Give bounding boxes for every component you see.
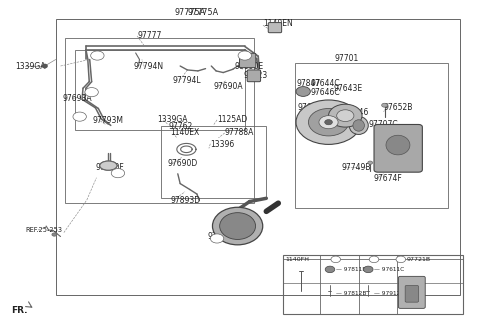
- Text: 97793M: 97793M: [93, 116, 123, 125]
- Circle shape: [396, 256, 406, 263]
- Circle shape: [52, 233, 57, 236]
- Text: B: B: [95, 53, 100, 58]
- Circle shape: [325, 266, 335, 273]
- Text: b: b: [372, 257, 376, 262]
- Text: FR.: FR.: [11, 306, 28, 315]
- Text: 1339GA: 1339GA: [157, 115, 187, 124]
- Text: REF.25-253: REF.25-253: [25, 227, 62, 233]
- Text: 97693A: 97693A: [63, 94, 93, 103]
- Circle shape: [363, 266, 373, 273]
- FancyBboxPatch shape: [240, 53, 256, 68]
- FancyBboxPatch shape: [405, 285, 419, 302]
- Ellipse shape: [220, 213, 255, 239]
- Text: 97646C: 97646C: [311, 88, 340, 97]
- Text: 97847: 97847: [297, 79, 321, 89]
- Circle shape: [210, 234, 224, 243]
- Text: A: A: [77, 114, 82, 119]
- Text: 1140EN: 1140EN: [263, 19, 293, 28]
- Text: 97777: 97777: [137, 31, 161, 40]
- Text: 97701: 97701: [335, 54, 359, 63]
- Bar: [56, 19, 460, 295]
- FancyBboxPatch shape: [268, 23, 282, 33]
- Text: 97690A: 97690A: [214, 82, 243, 91]
- Circle shape: [111, 169, 125, 178]
- Text: 97893D: 97893D: [170, 196, 201, 205]
- FancyBboxPatch shape: [374, 125, 422, 172]
- Text: 97707C: 97707C: [368, 120, 398, 129]
- Text: 97788A: 97788A: [225, 129, 254, 137]
- Text: 97646: 97646: [344, 108, 369, 117]
- Text: 97690E: 97690E: [234, 62, 264, 71]
- Text: 97794N: 97794N: [134, 62, 164, 71]
- Circle shape: [331, 256, 340, 263]
- Text: 97643E: 97643E: [333, 84, 362, 93]
- Text: 97762: 97762: [168, 122, 192, 131]
- Text: 97775A: 97775A: [187, 8, 218, 17]
- Text: B: B: [242, 53, 247, 58]
- Text: A: A: [215, 236, 219, 241]
- Text: 1140EX: 1140EX: [170, 129, 200, 137]
- Circle shape: [328, 104, 362, 127]
- Circle shape: [296, 100, 361, 144]
- Bar: [161, 126, 266, 198]
- Circle shape: [73, 112, 86, 121]
- Ellipse shape: [349, 116, 368, 134]
- Circle shape: [85, 88, 98, 97]
- Circle shape: [336, 110, 354, 122]
- Text: 13396: 13396: [210, 140, 235, 149]
- Circle shape: [382, 103, 387, 107]
- FancyBboxPatch shape: [398, 277, 425, 308]
- Circle shape: [42, 64, 47, 68]
- Text: c: c: [399, 257, 402, 262]
- Text: 97623: 97623: [244, 71, 268, 80]
- Circle shape: [369, 256, 379, 263]
- Ellipse shape: [100, 161, 117, 170]
- Text: 97644C: 97644C: [311, 79, 340, 89]
- Bar: [295, 63, 448, 208]
- Text: 97690D: 97690D: [167, 159, 197, 169]
- Bar: [75, 50, 245, 130]
- Text: 97721B: 97721B: [407, 257, 431, 262]
- Text: 97775A: 97775A: [174, 8, 205, 17]
- Text: — 97611C: — 97611C: [374, 267, 404, 272]
- Circle shape: [296, 87, 311, 96]
- Circle shape: [368, 161, 372, 164]
- Circle shape: [91, 51, 104, 60]
- Ellipse shape: [386, 135, 410, 155]
- Text: A: A: [89, 90, 94, 95]
- Text: 97711D: 97711D: [325, 130, 355, 138]
- Text: — 97912B: — 97912B: [374, 291, 404, 296]
- Circle shape: [324, 120, 332, 125]
- Ellipse shape: [213, 207, 263, 245]
- Circle shape: [238, 51, 252, 60]
- Text: 97690F: 97690F: [96, 163, 124, 173]
- Circle shape: [309, 109, 348, 136]
- Text: 97705: 97705: [207, 232, 232, 241]
- Bar: [65, 38, 254, 203]
- Text: 97749B: 97749B: [341, 163, 371, 172]
- Text: 1339GA: 1339GA: [15, 62, 46, 71]
- Text: 97652B: 97652B: [384, 103, 413, 112]
- Text: 1140FH: 1140FH: [285, 257, 309, 262]
- Text: 1125AD: 1125AD: [217, 115, 247, 124]
- Text: 97794L: 97794L: [172, 76, 201, 85]
- Circle shape: [319, 116, 338, 129]
- Text: a: a: [334, 257, 337, 262]
- Text: — 97811B: — 97811B: [336, 267, 366, 272]
- Text: 97643A: 97643A: [298, 103, 327, 112]
- Text: — 97812B: — 97812B: [336, 291, 366, 296]
- Text: 97674F: 97674F: [373, 174, 402, 183]
- Ellipse shape: [353, 120, 364, 131]
- FancyBboxPatch shape: [247, 70, 261, 82]
- Bar: [283, 256, 463, 314]
- Text: A: A: [116, 171, 120, 176]
